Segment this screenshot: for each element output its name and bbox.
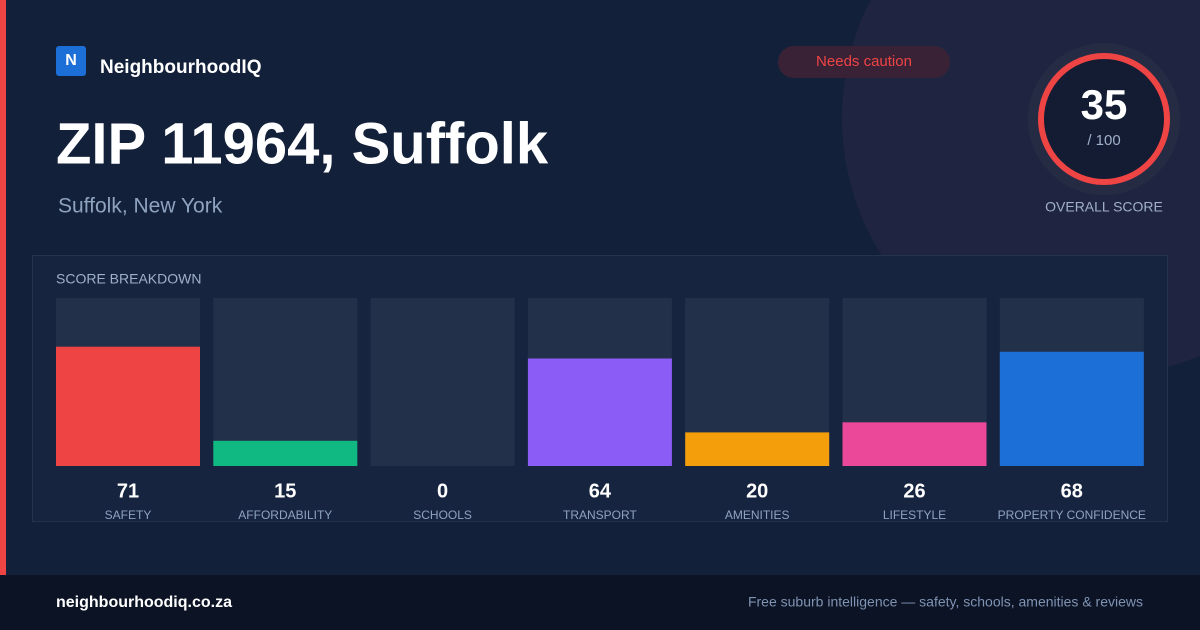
bar	[842, 422, 987, 466]
score-ring	[1038, 53, 1170, 185]
category-label: SCHOOLS	[413, 508, 472, 522]
subtitle: Suffolk, New York	[58, 195, 223, 218]
value-label: 15	[274, 480, 296, 502]
bar	[999, 351, 1144, 466]
value-label: 20	[746, 480, 768, 502]
category-label: AMENITIES	[725, 508, 790, 522]
category-label: AFFORDABILITY	[238, 508, 332, 522]
value-label: 64	[589, 480, 612, 502]
bar	[685, 432, 830, 466]
category-label: LIFESTYLE	[883, 508, 946, 522]
score-label: OVERALL SCORE	[1045, 199, 1163, 215]
badge	[778, 46, 950, 78]
bar	[213, 440, 358, 466]
category-label: TRANSPORT	[563, 508, 637, 522]
bar-track	[370, 298, 515, 466]
logo	[56, 46, 86, 76]
logo-letter: N	[65, 52, 77, 69]
footer-tagline: Free suburb intelligence — safety, schoo…	[748, 594, 1143, 610]
footer	[0, 575, 1200, 630]
badge-text: Needs caution	[816, 53, 912, 70]
value-label: 68	[1061, 480, 1083, 502]
score-value: 35	[1081, 81, 1128, 128]
accent-stripe	[0, 0, 6, 575]
bar	[527, 358, 672, 466]
score-max: / 100	[1087, 132, 1120, 149]
value-label: 26	[903, 480, 925, 502]
bars: 71 SAFETY 15 AFFORDABILITY 0 SCHOOLS 64 TRANSPO…	[56, 298, 1146, 522]
category-label: SAFETY	[105, 508, 152, 522]
value-label: 0	[437, 480, 448, 502]
bar	[56, 346, 200, 466]
footer-site: neighbourhoodiq.co.za	[56, 594, 232, 611]
value-label: 71	[117, 480, 139, 502]
chart-title: SCORE BREAKDOWN	[56, 271, 201, 287]
title: ZIP 11964, Suffolk	[56, 111, 549, 176]
category-label: PROPERTY CONFIDENCE	[998, 508, 1146, 522]
bar-track	[213, 298, 358, 466]
brand-name: NeighbourhoodIQ	[100, 57, 261, 78]
